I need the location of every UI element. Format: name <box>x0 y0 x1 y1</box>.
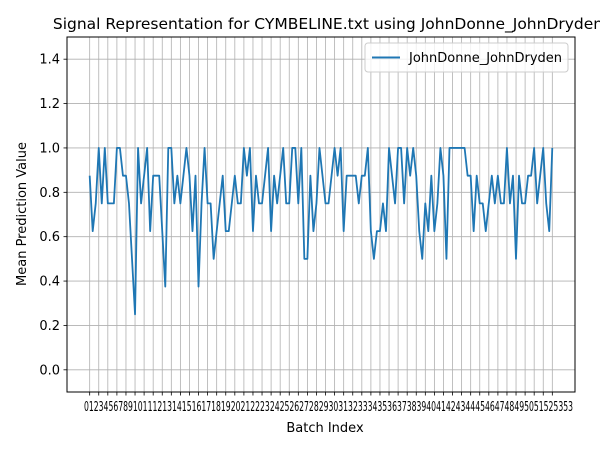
series-line-johndonne-johndryden <box>88 147 554 316</box>
y-tick-label: 1.0 <box>39 141 60 156</box>
x-gridlines <box>89 37 553 392</box>
x-axis-label: Batch Index <box>286 421 364 436</box>
y-tick-label: 1.2 <box>39 97 60 112</box>
y-tick-label: 0.2 <box>39 319 60 334</box>
legend-entry-label: JohnDonne_JohnDryden <box>408 51 562 66</box>
x-tick-labels: 0123456789101112131415161718192021222324… <box>84 400 573 415</box>
y-tick-label: 0.0 <box>39 363 60 378</box>
y-axis-label: Mean Prediction Value <box>15 142 30 286</box>
legend-box <box>364 42 569 73</box>
legend: JohnDonne_JohnDryden <box>364 42 569 73</box>
series-layer <box>88 147 554 316</box>
y-tick-label: 0.6 <box>39 230 60 245</box>
y-tick-label: 0.4 <box>39 275 60 290</box>
y-axis-ticks: 0.0 0.2 0.4 0.6 0.8 1.0 1.2 1.4 <box>39 53 67 378</box>
y-tick-label: 1.4 <box>39 53 60 68</box>
plot-frame <box>66 36 576 393</box>
chart-title: Signal Representation for CYMBELINE.txt … <box>53 15 600 34</box>
x-axis-ticks <box>89 392 553 396</box>
y-tick-label: 0.8 <box>39 186 60 201</box>
